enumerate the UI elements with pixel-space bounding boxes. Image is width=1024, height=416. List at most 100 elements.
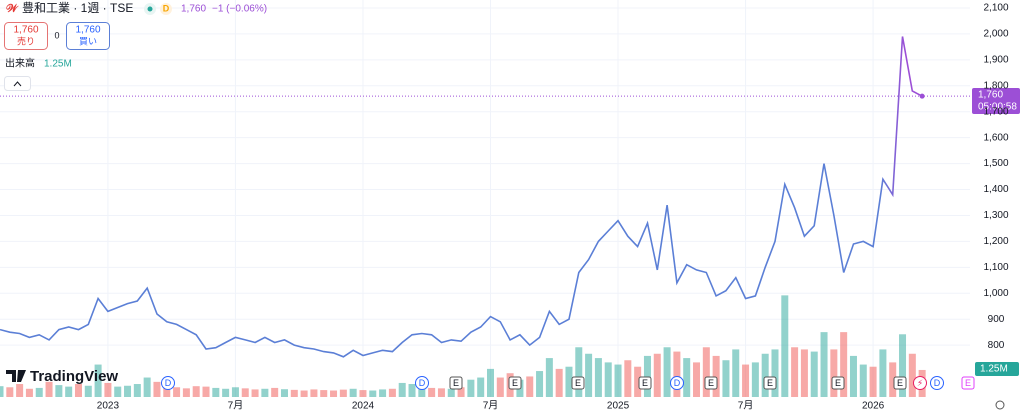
x-tick-label: 2024 <box>352 401 375 412</box>
collapse-icon <box>13 81 22 87</box>
volume-bar <box>133 384 141 397</box>
event-marker <box>913 376 927 390</box>
volume-bar <box>271 387 279 397</box>
event-marker <box>704 376 718 390</box>
volume-bar <box>0 386 4 397</box>
volume-bar <box>604 362 612 397</box>
volume-bar <box>673 351 681 397</box>
volume-bar <box>751 362 759 397</box>
volume-bar <box>879 349 887 397</box>
volume-bar <box>702 347 710 397</box>
y-tick-label: 2,100 <box>983 3 1008 14</box>
volume-bar <box>65 386 73 397</box>
volume-bar <box>251 389 259 397</box>
volume-bar <box>663 347 671 397</box>
y-tick-label: 1,400 <box>983 184 1008 195</box>
event-label: D <box>674 378 681 388</box>
price-line <box>0 36 923 358</box>
event-marker <box>893 376 907 390</box>
volume-bar <box>6 387 14 397</box>
y-tick-label: 1,600 <box>983 132 1008 143</box>
event-label: D <box>934 378 941 388</box>
price-tag-price: 1,760 <box>978 90 1003 101</box>
status-dot-inner <box>147 6 153 12</box>
event-marker <box>763 376 777 390</box>
volume-bar <box>820 332 828 397</box>
event-marker <box>670 376 684 390</box>
sell-button[interactable] <box>4 22 48 50</box>
volume-title: 出来高 <box>5 57 35 70</box>
volume-bar <box>35 387 43 397</box>
volume-bar <box>545 358 553 397</box>
volume-bar <box>369 390 377 397</box>
y-tick-label: 1,200 <box>983 236 1008 247</box>
x-tick-label: 2023 <box>97 401 120 412</box>
volume-bar <box>114 386 122 397</box>
volume-bar <box>908 353 916 397</box>
legend-price: 1,760 <box>181 4 206 15</box>
volume-value: 1.25M <box>44 59 72 70</box>
volume-bar <box>732 349 740 397</box>
volume-bar <box>722 360 730 397</box>
volume-bar <box>477 377 485 397</box>
settings-icon[interactable] <box>995 400 1005 410</box>
volume-bar <box>565 366 573 397</box>
logo-icon: 𝒲 <box>6 2 19 15</box>
spread: 0 <box>54 30 59 40</box>
volume-bar <box>349 388 357 397</box>
volume-bar <box>810 351 818 397</box>
volume-bar <box>280 389 288 397</box>
volume-bar <box>290 389 298 397</box>
buy-price: 1,760 <box>75 25 100 36</box>
buy-button[interactable] <box>66 22 110 50</box>
event-marker <box>638 376 652 390</box>
event-marker <box>449 376 463 390</box>
volume-bar <box>408 384 416 397</box>
buy-label: 買い <box>79 36 97 46</box>
volume-bar <box>859 364 867 397</box>
volume-bar <box>830 349 838 397</box>
volume-bar <box>840 332 848 397</box>
volume-bar <box>320 390 328 397</box>
volume-bar <box>761 353 769 397</box>
volume-bar <box>536 371 544 397</box>
volume-bar <box>594 358 602 397</box>
x-tick-label: 7月 <box>738 400 754 412</box>
y-tick-label: 1,300 <box>983 210 1008 221</box>
volume-bar <box>526 376 534 397</box>
y-tick-label: 1,000 <box>983 288 1008 299</box>
event-marker <box>961 376 975 390</box>
y-tick-label: 900 <box>988 314 1005 325</box>
volume-bar <box>84 385 92 397</box>
volume-tag <box>975 362 1019 376</box>
volume-bar <box>104 382 112 397</box>
x-tick-label: 2026 <box>862 401 885 412</box>
volume-bar <box>173 387 181 397</box>
volume-bar <box>163 385 171 397</box>
volume-bar <box>359 390 367 397</box>
sell-price: 1,760 <box>13 25 38 36</box>
event-label: E <box>965 378 971 388</box>
volume-bar <box>202 386 210 397</box>
volume-bar <box>25 388 33 397</box>
event-label: ⚡ <box>917 378 923 388</box>
y-tick-label: 1,900 <box>983 55 1008 66</box>
volume-bar <box>771 349 779 397</box>
volume-bar <box>791 347 799 397</box>
volume-bar <box>339 389 347 397</box>
volume-bar <box>241 388 249 397</box>
event-label: E <box>767 378 773 388</box>
volume-bar <box>94 364 102 397</box>
sell-label: 売り <box>17 35 35 46</box>
volume-bar <box>800 349 808 397</box>
volume-bar <box>487 368 494 397</box>
volume-bar <box>643 355 651 397</box>
event-label: E <box>708 378 714 388</box>
event-marker <box>831 376 845 390</box>
volume-bar <box>418 386 426 397</box>
volume-bar <box>437 388 445 397</box>
volume-bar <box>634 366 642 397</box>
collapse-button[interactable] <box>4 76 31 91</box>
volume-bar <box>192 386 200 397</box>
